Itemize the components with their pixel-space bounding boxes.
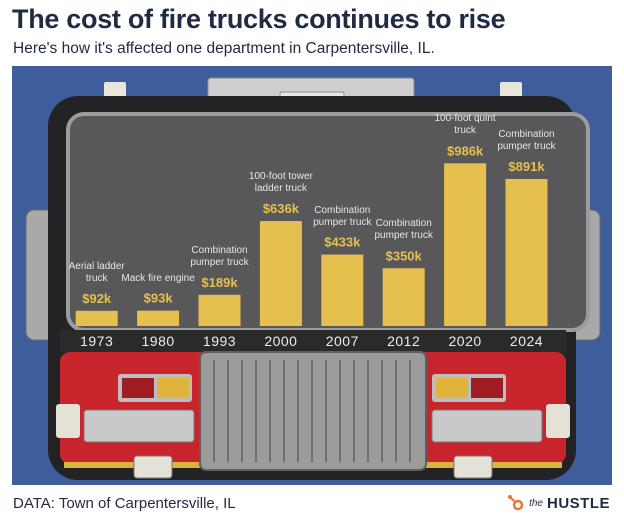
bar-label: Combination pumper truck [190,244,249,268]
x-tick-label: 2020 [449,333,482,349]
light [104,82,126,98]
brand: the HUSTLE [507,494,610,512]
brand-prefix: the [529,497,543,509]
headlights [83,409,195,443]
light [157,378,189,398]
bar [137,310,180,326]
light [500,82,522,98]
bar [505,178,548,326]
bar [321,254,364,326]
value-label: $636k [263,201,300,216]
value-label: $891k [508,159,545,174]
value-label: $433k [324,235,361,250]
x-tick-label: 2000 [264,333,297,349]
bar [198,294,241,326]
light [133,455,173,479]
x-tick-label: 1980 [142,333,175,349]
value-label: $189k [201,275,238,290]
bar-label: 100-foot quint truck [434,113,496,137]
brand-icon [508,495,524,511]
light [453,455,493,479]
year-band [60,330,566,352]
brand-name: HUSTLE [547,494,610,512]
x-tick-label: 2012 [387,333,420,349]
bar-label: 100-foot tower ladder truck [248,171,313,195]
chart-subtitle: Here's how it's affected one department … [13,40,435,57]
light [56,404,80,438]
source: DATA: Town of Carpentersville, IL [13,495,236,512]
x-tick-label: 2024 [510,333,543,349]
light [436,378,468,398]
light [546,404,570,438]
bar-label: Combination pumper truck [313,204,372,228]
x-tick-label: 1973 [80,333,113,349]
bar [259,221,302,326]
light [122,378,154,398]
value-label: $92k [82,291,112,306]
chart-title: The cost of fire trucks continues to ris… [12,4,506,34]
bar [382,268,425,326]
grill-lines [213,360,411,462]
headlights [431,409,543,443]
x-tick-label: 2007 [326,333,359,349]
value-label: $986k [447,143,484,158]
bar [75,310,118,326]
bar-label: Combination pumper truck [374,218,433,242]
value-label: $93k [144,291,174,306]
x-tick-label: 1993 [203,333,236,349]
light [471,378,503,398]
bar-label: Aerial ladder truck [68,260,125,284]
bar-label: Mack fire engine [121,272,195,284]
bar-label: Combination pumper truck [497,128,556,152]
bar [444,163,487,326]
value-label: $350k [386,248,423,263]
